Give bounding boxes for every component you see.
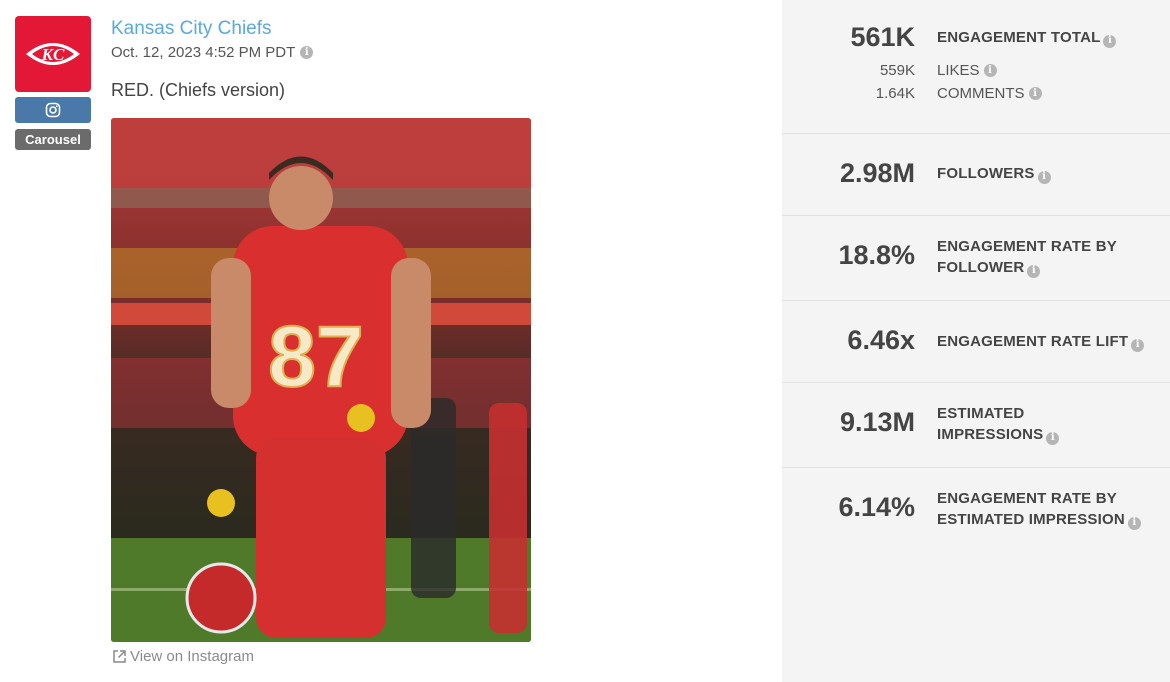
followers-metric: 2.98M FOLLOWERS i	[782, 134, 1170, 216]
engagement-rate-impression-metric: 6.14% ENGAGEMENT RATE BY ESTIMATED IMPRE…	[782, 468, 1170, 553]
account-name-link[interactable]: Kansas City Chiefs	[111, 18, 272, 39]
label-line-2: FOLLOWER	[937, 259, 1025, 276]
engagement-rate-lift-label-text: ENGAGEMENT RATE LIFT	[937, 333, 1129, 350]
comments-value: 1.64K	[875, 85, 915, 102]
label-line-1: ENGAGEMENT RATE BY	[937, 490, 1117, 507]
engagement-total-label: ENGAGEMENT TOTAL i	[937, 27, 1117, 48]
player-photo-illustration: 87	[111, 118, 531, 642]
post-column: KC Carousel Kansas City Chiefs Oct. 12, …	[15, 16, 531, 665]
team-logo-avatar[interactable]: KC	[15, 16, 91, 92]
instagram-platform-badge	[15, 97, 91, 123]
engagement-rate-follower-value: 18.8%	[838, 240, 915, 270]
followers-value: 2.98M	[839, 158, 915, 188]
jersey-number: 87	[268, 309, 364, 405]
external-link-icon	[113, 650, 126, 663]
likes-value: 559K	[879, 62, 915, 79]
view-on-instagram-link[interactable]: View on Instagram	[112, 648, 254, 665]
likes-label-text: LIKES	[937, 62, 980, 79]
info-icon[interactable]: i	[1037, 170, 1051, 184]
label-line-1: ESTIMATED	[937, 405, 1025, 422]
view-link-text: View on Instagram	[130, 648, 254, 665]
post-caption: RED. (Chiefs version)	[111, 80, 286, 100]
estimated-impressions-value: 9.13M	[839, 407, 915, 437]
estimated-impressions-metric: 9.13M ESTIMATED IMPRESSIONS i	[782, 383, 1170, 468]
engagement-rate-lift-value: 6.46x	[847, 325, 915, 355]
post-timestamp: Oct. 12, 2023 4:52 PM PDT i	[111, 44, 314, 61]
engagement-rate-impression-label: ENGAGEMENT RATE BY ESTIMATED IMPRESSION i	[937, 488, 1141, 530]
label-line-2: ESTIMATED IMPRESSION	[937, 511, 1125, 528]
timestamp-text: Oct. 12, 2023 4:52 PM PDT	[111, 44, 296, 61]
engagement-rate-follower-label: ENGAGEMENT RATE BY FOLLOWER i	[937, 236, 1117, 278]
info-icon[interactable]: i	[1131, 338, 1145, 352]
engagement-rate-lift-label: ENGAGEMENT RATE LIFT i	[937, 331, 1145, 352]
post-photo[interactable]: 87	[111, 118, 531, 642]
info-icon[interactable]: i	[1028, 87, 1042, 100]
engagement-rate-follower-metric: 18.8% ENGAGEMENT RATE BY FOLLOWER i	[782, 216, 1170, 301]
info-icon[interactable]: i	[300, 46, 314, 59]
engagement-rate-lift-metric: 6.46x ENGAGEMENT RATE LIFT i	[782, 301, 1170, 383]
chiefs-arrowhead-logo: KC	[26, 43, 80, 65]
comments-label-text: COMMENTS	[937, 85, 1025, 102]
engagement-total-metric: 561K ENGAGEMENT TOTAL i 559K LIKES i 1.64K…	[782, 0, 1170, 134]
estimated-impressions-label: ESTIMATED IMPRESSIONS i	[937, 403, 1060, 445]
instagram-icon	[45, 102, 61, 118]
metrics-panel: 561K ENGAGEMENT TOTAL i 559K LIKES i 1.64K…	[782, 0, 1170, 682]
info-icon[interactable]: i	[1103, 34, 1117, 48]
info-icon[interactable]: i	[1127, 516, 1141, 530]
followers-label: FOLLOWERS i	[937, 163, 1051, 184]
label-line-1: ENGAGEMENT RATE BY	[937, 238, 1117, 255]
label-line-2: IMPRESSIONS	[937, 426, 1044, 443]
engagement-total-label-text: ENGAGEMENT TOTAL	[937, 29, 1101, 46]
followers-label-text: FOLLOWERS	[937, 165, 1035, 182]
engagement-total-value: 561K	[850, 22, 915, 52]
info-icon[interactable]: i	[1046, 431, 1060, 445]
info-icon[interactable]: i	[1027, 264, 1041, 278]
comments-label: COMMENTS i	[937, 85, 1042, 102]
info-icon[interactable]: i	[983, 64, 997, 77]
post-type-badge: Carousel	[15, 129, 91, 150]
engagement-rate-impression-value: 6.14%	[838, 492, 915, 522]
likes-label: LIKES i	[937, 62, 997, 79]
svg-text:KC: KC	[41, 45, 65, 64]
